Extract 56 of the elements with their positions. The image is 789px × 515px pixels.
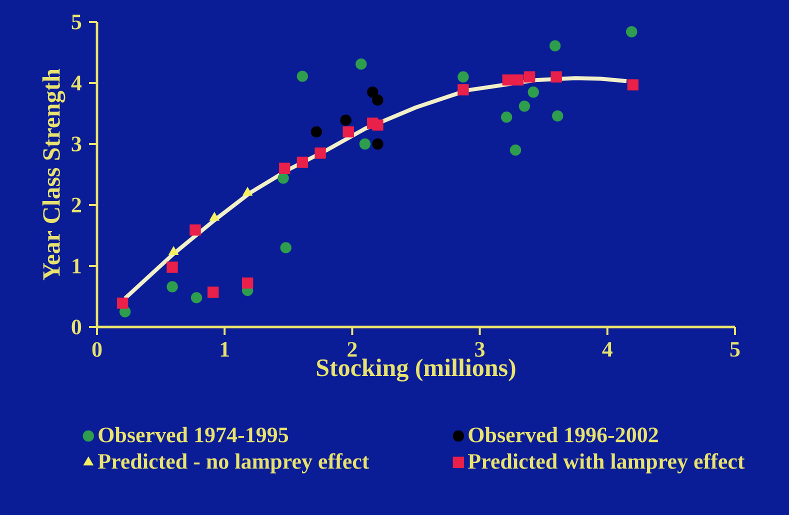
point [242, 277, 254, 289]
point [627, 79, 639, 90]
point [208, 286, 219, 298]
y-tick-label: 2 [72, 198, 81, 212]
legend-label: Observed 1974-1995 [98, 426, 288, 442]
point [528, 86, 539, 98]
y-tick-label: 0 [72, 320, 82, 334]
point [458, 84, 469, 96]
point [372, 94, 384, 106]
point [190, 292, 202, 304]
x-tick-label: 0 [92, 342, 102, 357]
point [458, 71, 469, 82]
point [549, 40, 561, 52]
point [242, 187, 252, 196]
point [626, 26, 638, 38]
x-tick-label: 3 [475, 342, 485, 357]
point [166, 281, 178, 292]
y-tick-label: 3 [72, 136, 82, 152]
point [500, 112, 512, 123]
point [512, 74, 524, 86]
legend-label: Predicted - no lamprey effect [98, 453, 370, 474]
point [310, 126, 322, 138]
point [518, 100, 530, 112]
point [550, 71, 562, 82]
point [367, 86, 378, 98]
point [552, 110, 564, 122]
x-tick-label: 1 [220, 342, 229, 357]
y-tick-label: 1 [72, 258, 81, 274]
y-axis-title: Year Class Strength [42, 68, 66, 280]
point [116, 298, 128, 309]
point [209, 212, 220, 221]
point [342, 126, 354, 138]
point [340, 114, 352, 126]
legend-label: Predicted with lamprey effect [468, 453, 745, 474]
y-tick-label: 4 [71, 76, 82, 90]
x-tick-label: 2 [348, 342, 357, 357]
legend-label: Observed 1996-2002 [468, 426, 658, 442]
point [280, 242, 292, 254]
point [296, 70, 308, 82]
point [524, 71, 536, 82]
point [190, 224, 201, 236]
point [372, 138, 384, 150]
point [168, 246, 178, 255]
point [166, 262, 178, 273]
x-tick-label: 5 [730, 342, 740, 357]
point [356, 58, 367, 70]
point [314, 148, 326, 159]
point [278, 172, 289, 184]
x-axis-title: Stocking (millions) [316, 358, 516, 382]
point [359, 138, 371, 150]
point [510, 144, 522, 156]
point [372, 119, 384, 131]
point [296, 156, 308, 168]
point [278, 162, 290, 174]
x-tick-label: 4 [602, 342, 612, 357]
y-tick-label: 5 [72, 14, 82, 30]
